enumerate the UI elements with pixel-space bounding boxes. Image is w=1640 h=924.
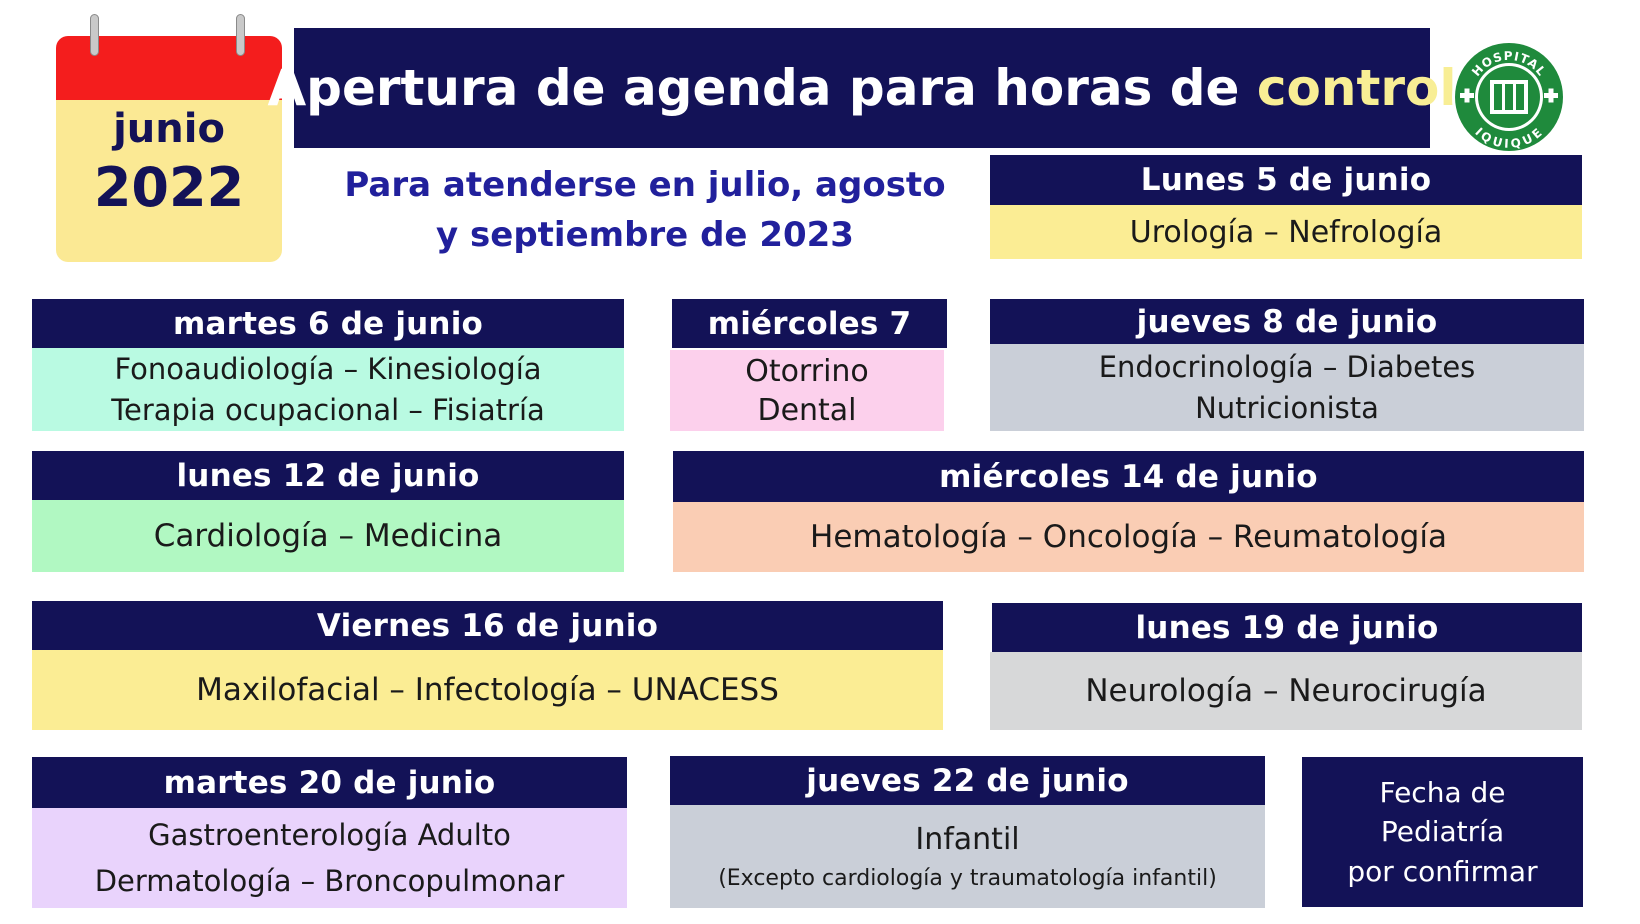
subtitle: Para atenderse en julio, agosto y septie… — [340, 160, 950, 260]
specialty-box: Cardiología – Medicina — [32, 500, 624, 572]
specialty-box: Otorrino Dental — [670, 350, 944, 431]
specialty-line: Endocrinología – Diabetes — [1098, 349, 1476, 384]
day-header: martes 20 de junio — [32, 757, 627, 808]
day-header: jueves 8 de junio — [990, 299, 1584, 344]
day-header: lunes 19 de junio — [992, 603, 1582, 652]
specialty-note: (Excepto cardiología y traumatología inf… — [718, 865, 1217, 891]
day-header: martes 6 de junio — [32, 299, 624, 348]
day-header: Viernes 16 de junio — [32, 601, 943, 650]
day-header: miércoles 7 — [672, 299, 947, 348]
title-highlight: control — [1256, 59, 1457, 117]
pediatrics-line: por confirmar — [1347, 854, 1538, 888]
specialty-box: Endocrinología – Diabetes Nutricionista — [990, 344, 1584, 431]
calendar-ring-icon — [236, 14, 245, 56]
day-header: miércoles 14 de junio — [673, 451, 1584, 502]
page-title: Apertura de agenda para horas de control — [267, 28, 1457, 148]
specialty-line: Infantil — [915, 822, 1020, 858]
day-header: lunes 12 de junio — [32, 451, 624, 500]
specialty-line: Otorrino — [745, 353, 869, 389]
subtitle-line: y septiembre de 2023 — [436, 215, 854, 255]
specialty-line: Gastroenterología Adulto — [148, 817, 511, 852]
specialty-box: Hematología – Oncología – Reumatología — [673, 502, 1584, 572]
day-header: Lunes 5 de junio — [990, 155, 1582, 205]
hospital-logo-icon: HOSPITAL IQUIQUE — [1452, 40, 1566, 154]
specialty-box: Urología – Nefrología — [990, 205, 1582, 259]
specialty-line: Maxilofacial – Infectología – UNACESS — [196, 671, 779, 708]
calendar-ring-icon — [90, 14, 99, 56]
calendar-month: junio — [113, 106, 225, 152]
pediatrics-line: Fecha de — [1379, 776, 1506, 810]
specialty-line: Terapia ocupacional – Fisiatría — [111, 392, 545, 427]
subtitle-line: Para atenderse en julio, agosto — [344, 165, 946, 205]
pediatrics-note: Fecha de Pediatría por confirmar — [1302, 757, 1583, 907]
specialty-line: Hematología – Oncología – Reumatología — [810, 518, 1447, 555]
specialty-line: Urología – Nefrología — [1129, 214, 1443, 250]
pediatrics-line: Pediatría — [1380, 815, 1505, 849]
specialty-line: Dermatología – Broncopulmonar — [94, 864, 565, 898]
specialty-box: Neurología – Neurocirugía — [990, 652, 1582, 730]
title-main: Apertura de agenda para horas de — [267, 59, 1240, 117]
specialty-box: Gastroenterología Adulto Dermatología – … — [32, 808, 627, 908]
specialty-box: Fonoaudiología – Kinesiología Terapia oc… — [32, 348, 624, 431]
specialty-box: Maxilofacial – Infectología – UNACESS — [32, 650, 943, 730]
specialty-line: Fonoaudiología – Kinesiología — [114, 351, 542, 386]
day-header: jueves 22 de junio — [670, 756, 1265, 805]
calendar-page: junio 2022 — [56, 100, 282, 262]
specialty-line: Cardiología – Medicina — [153, 517, 503, 554]
specialty-line: Nutricionista — [1195, 390, 1379, 425]
specialty-line: Neurología – Neurocirugía — [1085, 672, 1487, 709]
calendar-year: 2022 — [93, 156, 245, 219]
specialty-line: Dental — [757, 392, 857, 428]
specialty-box: Infantil (Excepto cardiología y traumato… — [670, 805, 1265, 908]
